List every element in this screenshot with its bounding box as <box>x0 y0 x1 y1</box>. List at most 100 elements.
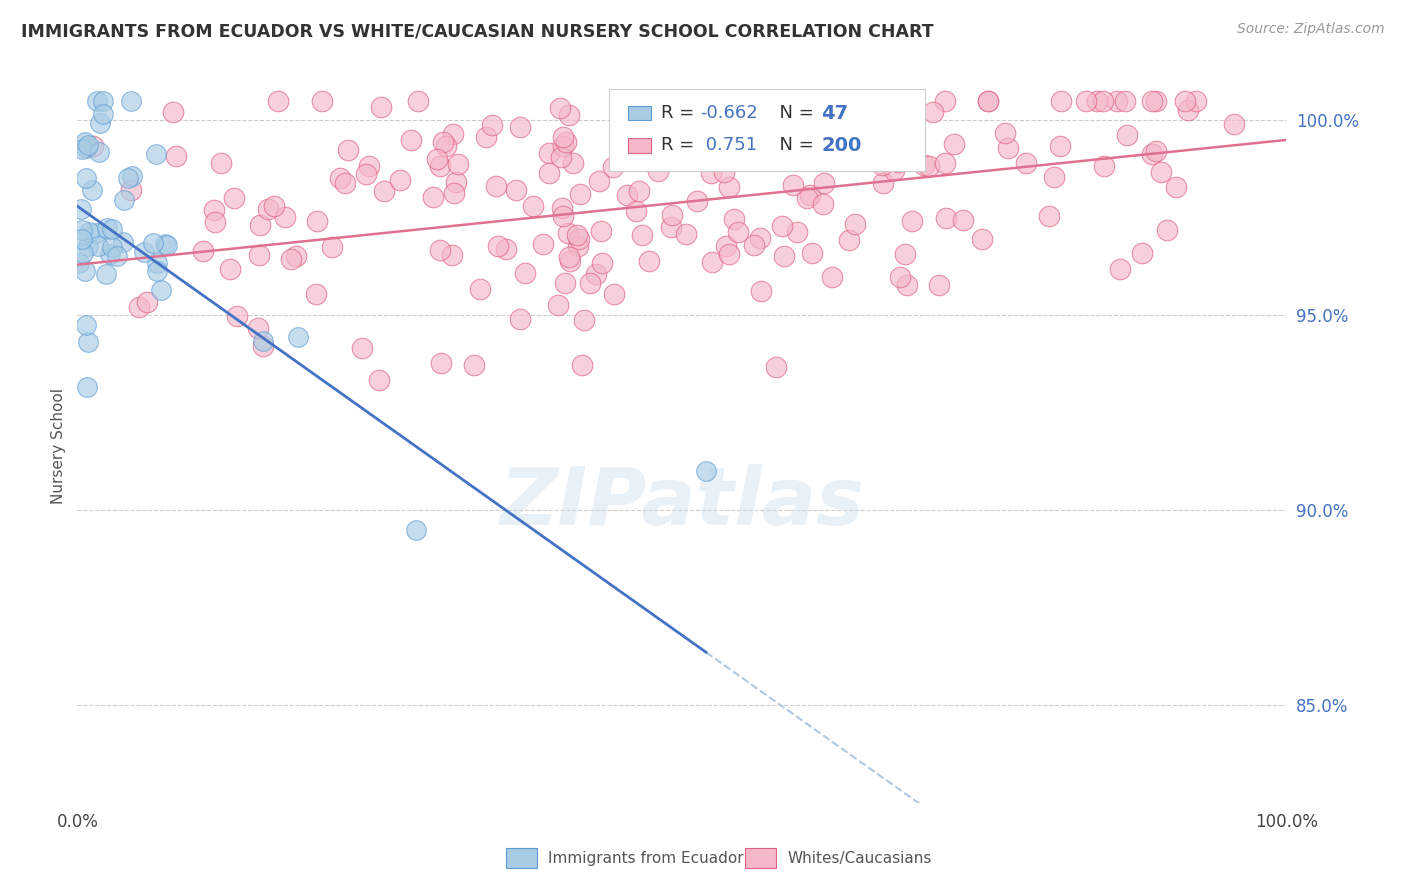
Point <box>305 286 328 301</box>
Point <box>307 213 329 227</box>
Point <box>77 225 100 239</box>
Point <box>114 193 136 207</box>
Point <box>817 128 839 143</box>
Point <box>311 94 333 108</box>
Point <box>641 112 664 127</box>
Point <box>204 215 226 229</box>
Point <box>117 171 139 186</box>
Point <box>1144 144 1167 158</box>
Point <box>446 157 468 171</box>
Point <box>742 238 765 252</box>
Point <box>796 191 818 205</box>
Point <box>942 137 965 152</box>
Point <box>77 137 100 152</box>
Point <box>883 162 905 177</box>
Point <box>96 221 118 235</box>
Point <box>226 309 249 323</box>
Point <box>1085 94 1108 108</box>
Point <box>86 239 108 253</box>
Point <box>429 159 451 173</box>
Point <box>432 135 454 149</box>
Point <box>824 94 846 108</box>
Point <box>76 334 98 349</box>
Point <box>1184 94 1206 108</box>
Point <box>101 221 124 235</box>
Point <box>749 142 772 156</box>
Point <box>287 330 309 344</box>
Point <box>219 261 242 276</box>
Point <box>101 240 124 254</box>
Point <box>550 202 572 216</box>
Point <box>252 334 274 349</box>
Point <box>105 249 128 263</box>
Point <box>686 194 709 208</box>
Point <box>509 312 531 326</box>
Point <box>333 177 356 191</box>
Point <box>659 219 682 234</box>
Point <box>441 248 464 262</box>
Point <box>352 341 374 355</box>
Point <box>191 244 214 259</box>
Point <box>1140 147 1163 161</box>
Point <box>742 147 765 161</box>
Text: 0.751: 0.751 <box>700 136 758 154</box>
Point <box>422 189 444 203</box>
Point <box>486 239 509 253</box>
Point <box>91 94 114 108</box>
Point <box>619 122 641 136</box>
Point <box>142 236 165 251</box>
Point <box>356 167 378 181</box>
Point <box>749 285 772 299</box>
Text: N =: N = <box>768 104 820 122</box>
Point <box>557 226 579 240</box>
Text: 200: 200 <box>821 136 862 155</box>
Point <box>547 298 569 312</box>
Point <box>699 166 721 180</box>
Point <box>567 239 589 253</box>
Point <box>647 164 669 178</box>
Point <box>664 128 686 143</box>
Point <box>682 148 704 162</box>
Point <box>717 180 740 194</box>
Point <box>571 358 593 372</box>
Point <box>569 186 592 201</box>
Point <box>285 249 308 263</box>
Point <box>70 143 93 157</box>
Point <box>373 184 395 198</box>
Point <box>1144 94 1167 108</box>
Point <box>481 118 503 132</box>
Point <box>713 164 735 178</box>
Point <box>224 191 246 205</box>
Point <box>153 236 176 251</box>
Point <box>880 118 903 132</box>
Point <box>1074 94 1097 108</box>
Point <box>72 246 94 260</box>
Point <box>661 208 683 222</box>
Point <box>997 141 1019 155</box>
Point <box>165 149 187 163</box>
Point <box>1177 103 1199 117</box>
Text: IMMIGRANTS FROM ECUADOR VS WHITE/CAUCASIAN NURSERY SCHOOL CORRELATION CHART: IMMIGRANTS FROM ECUADOR VS WHITE/CAUCASI… <box>21 22 934 40</box>
Point <box>389 173 412 187</box>
Point <box>585 268 607 282</box>
Point <box>75 170 97 185</box>
Point <box>1166 180 1188 194</box>
Text: R =: R = <box>661 136 700 154</box>
Point <box>713 94 735 108</box>
Point <box>145 147 167 161</box>
Point <box>727 225 749 239</box>
Text: ZIPatlas: ZIPatlas <box>499 464 865 542</box>
Point <box>1156 223 1178 237</box>
Point <box>70 223 93 237</box>
Point <box>274 211 297 225</box>
Point <box>879 115 901 129</box>
Point <box>845 145 868 160</box>
Point <box>537 166 560 180</box>
Point <box>695 464 717 478</box>
Point <box>1091 94 1114 108</box>
Point <box>887 154 910 169</box>
Point <box>721 120 744 134</box>
Point <box>443 186 465 200</box>
Point <box>896 278 918 293</box>
Point <box>145 256 167 270</box>
